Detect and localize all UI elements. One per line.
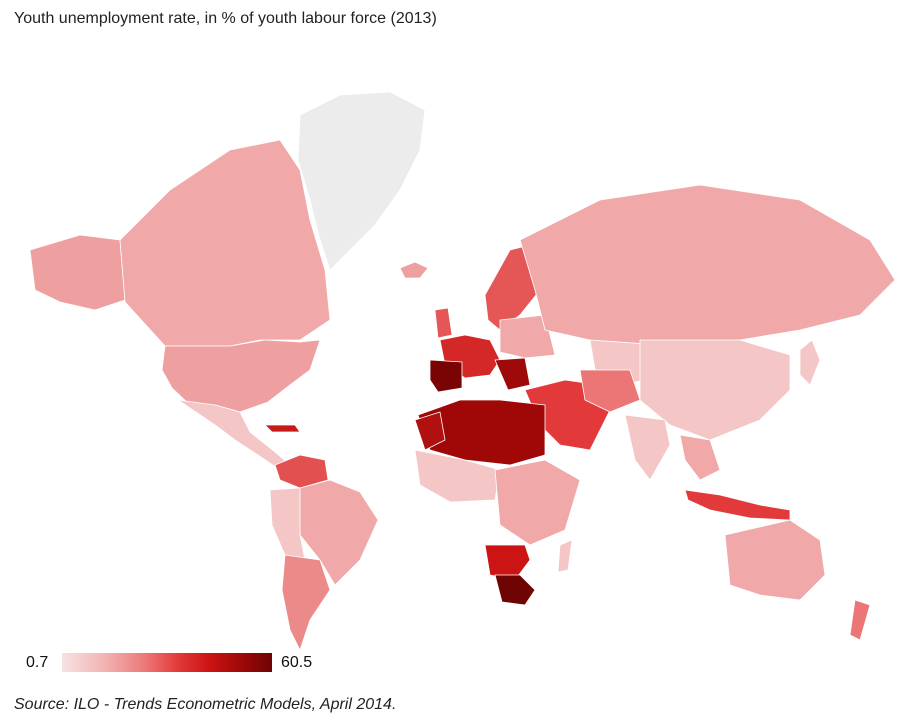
region-iberia[interactable] xyxy=(429,359,463,393)
source-note: Source: ILO - Trends Econometric Models,… xyxy=(14,696,397,713)
region-new-zealand[interactable] xyxy=(849,599,871,641)
region-alaska[interactable] xyxy=(29,234,126,311)
region-south-africa[interactable] xyxy=(494,574,536,606)
region-russia[interactable] xyxy=(519,184,896,346)
region-southern-africa[interactable] xyxy=(484,544,531,581)
legend-color-scale xyxy=(62,653,272,672)
chart-title: Youth unemployment rate, in % of youth l… xyxy=(14,10,437,27)
region-east-africa[interactable] xyxy=(494,459,581,546)
region-balkans[interactable] xyxy=(494,357,531,391)
region-iceland[interactable] xyxy=(399,261,429,279)
region-greenland[interactable] xyxy=(297,91,426,271)
region-scandinavia[interactable] xyxy=(484,244,541,331)
region-indonesia[interactable] xyxy=(684,489,791,521)
region-southeast-asia[interactable] xyxy=(679,434,721,481)
region-india[interactable] xyxy=(624,414,671,481)
legend-min-label: 0.7 xyxy=(26,654,49,671)
world-map xyxy=(29,91,896,650)
region-north-south-america[interactable] xyxy=(274,454,329,489)
region-china[interactable] xyxy=(639,339,791,441)
region-west-africa[interactable] xyxy=(414,449,501,503)
region-japan[interactable] xyxy=(799,339,821,386)
region-north-africa[interactable] xyxy=(417,399,546,466)
region-iran[interactable] xyxy=(579,369,641,413)
region-brazil[interactable] xyxy=(299,479,379,586)
region-eastern-europe[interactable] xyxy=(499,314,556,359)
region-mexico[interactable] xyxy=(177,399,291,471)
region-australia[interactable] xyxy=(724,519,826,601)
region-caribbean[interactable] xyxy=(264,424,301,433)
region-madagascar[interactable] xyxy=(557,539,573,573)
region-morocco[interactable] xyxy=(414,411,446,451)
region-uk[interactable] xyxy=(434,307,453,339)
region-usa[interactable] xyxy=(161,339,321,413)
region-argentina-chile[interactable] xyxy=(281,554,331,650)
region-peru-bolivia[interactable] xyxy=(269,487,306,561)
region-canada[interactable] xyxy=(119,139,331,347)
legend-max-label: 60.5 xyxy=(281,654,313,671)
